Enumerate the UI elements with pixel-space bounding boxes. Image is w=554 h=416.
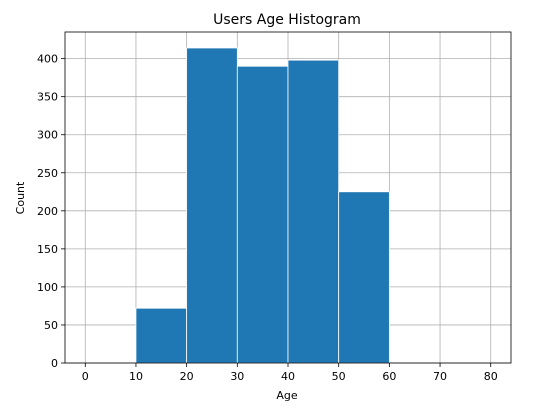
x-tick-label: 30	[230, 370, 244, 383]
x-tick-label: 60	[382, 370, 396, 383]
x-tick-label: 80	[484, 370, 498, 383]
y-tick-label: 350	[37, 91, 58, 104]
y-tick-label: 0	[51, 357, 58, 370]
x-tick-label: 50	[332, 370, 346, 383]
histogram-bar	[338, 191, 390, 364]
x-tick-label: 10	[129, 370, 143, 383]
histogram-bar	[186, 47, 238, 364]
y-tick-label: 400	[37, 53, 58, 66]
axis-layer: 0 10 20 30 40 50 60 70 80 0 50 100 150 200 250 300 350 40…	[37, 31, 512, 383]
x-tick-label: 40	[281, 370, 295, 383]
x-tick-label: 0	[82, 370, 89, 383]
y-tick-label: 250	[37, 167, 58, 180]
y-tick-label: 100	[37, 281, 58, 294]
y-tick-label: 200	[37, 205, 58, 218]
y-axis-label: Count	[14, 181, 27, 214]
y-tick-label: 150	[37, 243, 58, 256]
histogram-bar	[287, 59, 340, 364]
x-axis-label: Age	[276, 389, 298, 402]
chart-title: Users Age Histogram	[213, 12, 361, 28]
y-tick-label: 300	[37, 129, 58, 142]
bar-layer	[135, 47, 390, 364]
x-tick-label: 70	[433, 370, 447, 383]
histogram-bar	[135, 307, 188, 364]
x-tick-label: 20	[180, 370, 194, 383]
y-tick-label: 50	[44, 319, 58, 332]
histogram-bar	[236, 65, 289, 364]
